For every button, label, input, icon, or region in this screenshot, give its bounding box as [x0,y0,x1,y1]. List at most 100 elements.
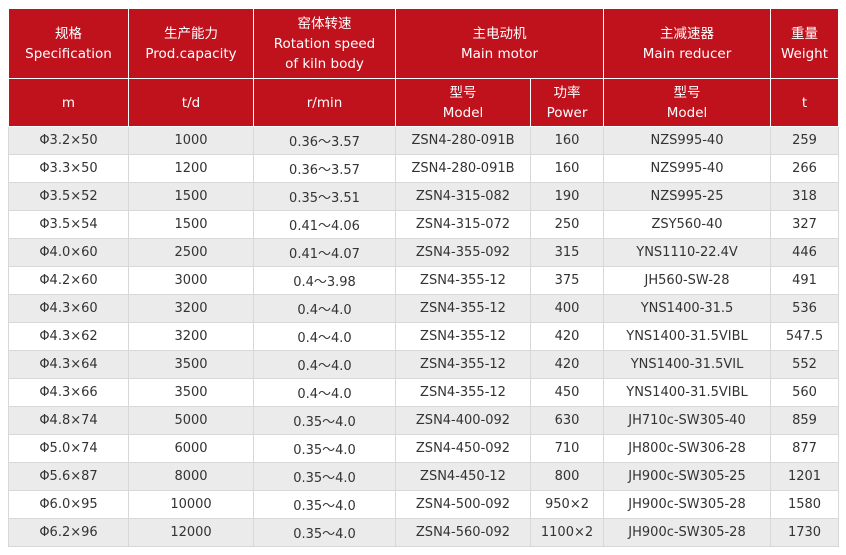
table-cell: ZSN4-450-12 [395,462,531,491]
table-row: Φ6.0×95 10000 0.35～4.0 ZSN4-500-092 950×2 JH9… [8,490,840,519]
table-cell: JH900c-SW305-25 [603,462,772,491]
header-cell: 窑体转速 Rotation speed of kiln body [253,8,396,79]
table-cell: 491 [770,266,840,295]
table-cell: ZSN4-355-12 [395,266,531,295]
header-cell: t [770,78,840,127]
header-text: 功率 [553,84,581,101]
header-row: m t/d r/min 型号 Model 功率 Power 型号 Model t [8,78,840,127]
table-cell: 0.4～4.0 [253,378,396,407]
table-cell: 0.35～4.0 [253,490,396,519]
table-cell: ZSY560-40 [603,210,772,239]
table-cell: 0.4～4.0 [253,322,396,351]
table-cell: 12000 [128,518,254,547]
header-cell: 型号 Model [603,78,772,127]
header-text: Model [442,104,484,121]
table-cell: 2500 [128,238,254,267]
table-cell: 375 [529,266,605,295]
table-cell: Φ4.3×62 [8,322,129,351]
table-cell: 5000 [128,406,254,435]
table-row: Φ4.8×74 5000 0.35～4.0 ZSN4-400-092 630 JH710c… [8,406,840,435]
header-text: m [61,94,76,111]
table-cell: ZSN4-560-092 [395,518,531,547]
header-row: 规格 Specification 生产能力 Prod.capacity 窑体转速 Ro… [8,8,840,79]
table-cell: ZSN4-355-12 [395,350,531,379]
table-cell: ZSN4-500-092 [395,490,531,519]
table-cell: 0.36～3.57 [253,154,396,183]
table-cell: Φ5.0×74 [8,434,129,463]
header-text: 主减速器 [660,25,715,42]
header-cell: t/d [128,78,254,127]
table-cell: ZSN4-355-12 [395,322,531,351]
header-text: 型号 [673,84,701,101]
table-cell: Φ5.6×87 [8,462,129,491]
table-cell: ZSN4-280-091B [395,154,531,183]
table-row: Φ3.5×54 1500 0.41～4.06 ZSN4-315-072 250 ZSY56… [8,210,840,239]
table-cell: ZSN4-355-092 [395,238,531,267]
table-cell: 0.41～4.06 [253,210,396,239]
table-cell: Φ3.3×50 [8,154,129,183]
table-cell: 710 [529,434,605,463]
header-text: Weight [780,45,829,62]
header-cell: 规格 Specification [8,8,129,79]
header-text: r/min [306,94,343,111]
header-text: Prod.capacity [145,45,237,62]
table-cell: 1200 [128,154,254,183]
table-cell: Φ4.2×60 [8,266,129,295]
table-cell: ZSN4-400-092 [395,406,531,435]
table-cell: 552 [770,350,840,379]
table-cell: 190 [529,182,605,211]
table-cell: 327 [770,210,840,239]
header-cell: 型号 Model [395,78,531,127]
header-text: Model [666,104,708,121]
table-cell: YNS1400-31.5VIL [603,350,772,379]
header-text: 重量 [791,25,819,42]
table-cell: 0.35～4.0 [253,406,396,435]
table-row: Φ4.3×62 3200 0.4～4.0 ZSN4-355-12 420 YNS1400-… [8,322,840,351]
table-cell: Φ3.5×52 [8,182,129,211]
table-cell: 420 [529,350,605,379]
table-cell: 547.5 [770,322,840,351]
table-cell: 160 [529,154,605,183]
table-cell: Φ3.5×54 [8,210,129,239]
table-cell: 877 [770,434,840,463]
table-cell: JH900c-SW305-28 [603,518,772,547]
table-cell: 1580 [770,490,840,519]
table-cell: ZSN4-315-072 [395,210,531,239]
table-cell: NZS995-40 [603,154,772,183]
table-cell: 0.35～3.51 [253,182,396,211]
header-cell: 生产能力 Prod.capacity [128,8,254,79]
header-cell: 主减速器 Main reducer [603,8,772,79]
header-text: Power [546,104,588,121]
header-cell: r/min [253,78,396,127]
table-cell: 630 [529,406,605,435]
table-cell: Φ4.0×60 [8,238,129,267]
table-cell: 0.4～4.0 [253,350,396,379]
table-cell: 0.35～4.0 [253,462,396,491]
table-cell: 1100×2 [529,518,605,547]
table-cell: 1730 [770,518,840,547]
table-cell: 315 [529,238,605,267]
table-row: Φ3.5×52 1500 0.35～3.51 ZSN4-315-082 190 NZS99… [8,182,840,211]
table-row: Φ5.6×87 8000 0.35～4.0 ZSN4-450-12 800 JH900c-… [8,462,840,491]
header-text: 窑体转速 [297,15,352,32]
table-cell: 560 [770,378,840,407]
table-cell: 0.35～4.0 [253,518,396,547]
table-cell: 400 [529,294,605,323]
table-cell: YNS1400-31.5 [603,294,772,323]
table-cell: Φ4.3×60 [8,294,129,323]
header-cell: 主电动机 Main motor [394,8,605,79]
table-cell: 0.41～4.07 [253,238,396,267]
table-body: Φ3.2×50 1000 0.36～3.57 ZSN4-280-091B 160 NZS9… [8,126,840,547]
table-cell: 0.36～3.57 [253,126,396,155]
header-text: 规格 [55,25,82,42]
table-cell: ZSN4-315-082 [395,182,531,211]
header-text: 型号 [449,84,477,101]
table-cell: Φ6.0×95 [8,490,129,519]
table-cell: 318 [770,182,840,211]
table-row: Φ3.2×50 1000 0.36～3.57 ZSN4-280-091B 160 NZS9… [8,126,840,155]
header-text: t [801,94,808,111]
table-row: Φ4.3×60 3200 0.4～4.0 ZSN4-355-12 400 YNS1400-… [8,294,840,323]
table-cell: 3200 [128,322,254,351]
table-cell: Φ4.3×64 [8,350,129,379]
